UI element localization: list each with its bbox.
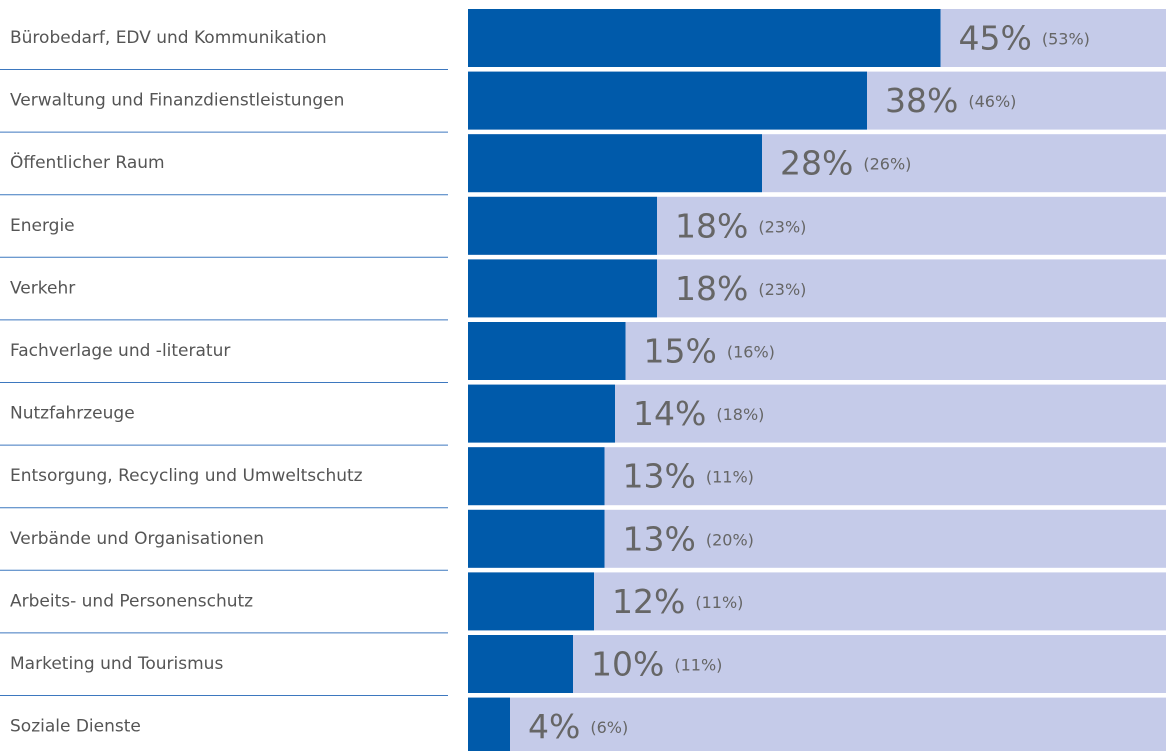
category-label: Entsorgung, Recycling und Umweltschutz: [10, 466, 363, 486]
category-label: Arbeits- und Personenschutz: [10, 591, 253, 611]
category-label: Verkehr: [10, 278, 75, 298]
bar: [468, 572, 594, 631]
bar: [468, 9, 941, 67]
value-label: 38%: [885, 81, 958, 120]
category-label: Energie: [10, 216, 75, 236]
category-label: Fachverlage und -literatur: [10, 341, 230, 361]
value-label: 45%: [959, 19, 1032, 58]
compare-label: (20%): [706, 530, 754, 549]
bar: [468, 384, 615, 443]
value-label: 14%: [633, 394, 706, 433]
bar: [468, 134, 762, 193]
compare-label: (26%): [863, 155, 911, 174]
category-label: Öffentlicher Raum: [10, 151, 165, 173]
compare-label: (11%): [674, 656, 722, 675]
compare-label: (11%): [706, 468, 754, 487]
compare-label: (11%): [695, 593, 743, 612]
value-label: 4%: [528, 707, 580, 746]
value-label: 12%: [612, 582, 685, 621]
bar: [468, 196, 657, 255]
bar-track: [468, 635, 1166, 693]
category-label: Soziale Dienste: [10, 717, 141, 737]
category-label: Marketing und Tourismus: [10, 654, 223, 674]
bar: [468, 259, 657, 318]
bar: [468, 447, 605, 506]
compare-label: (23%): [758, 217, 806, 236]
value-label: 18%: [675, 206, 748, 245]
value-label: 10%: [591, 645, 664, 684]
compare-label: (6%): [590, 718, 628, 737]
value-label: 13%: [623, 519, 696, 558]
compare-label: (16%): [727, 343, 775, 362]
value-label: 13%: [623, 457, 696, 496]
value-label: 18%: [675, 269, 748, 308]
category-label: Nutzfahrzeuge: [10, 404, 135, 424]
bar: [468, 71, 867, 130]
bar-track: [468, 697, 1166, 751]
bar: [468, 322, 626, 380]
compare-label: (53%): [1042, 30, 1090, 49]
category-label: Verbände und Organisationen: [10, 529, 264, 549]
bar: [468, 697, 510, 751]
compare-label: (18%): [716, 405, 764, 424]
bar: [468, 635, 573, 693]
compare-label: (23%): [758, 280, 806, 299]
value-label: 28%: [780, 144, 853, 183]
category-label: Bürobedarf, EDV und Kommunikation: [10, 28, 327, 48]
category-label: Verwaltung und Finanzdienstleistungen: [10, 91, 344, 111]
value-label: 15%: [644, 332, 717, 371]
compare-label: (46%): [968, 92, 1016, 111]
bar: [468, 509, 605, 568]
